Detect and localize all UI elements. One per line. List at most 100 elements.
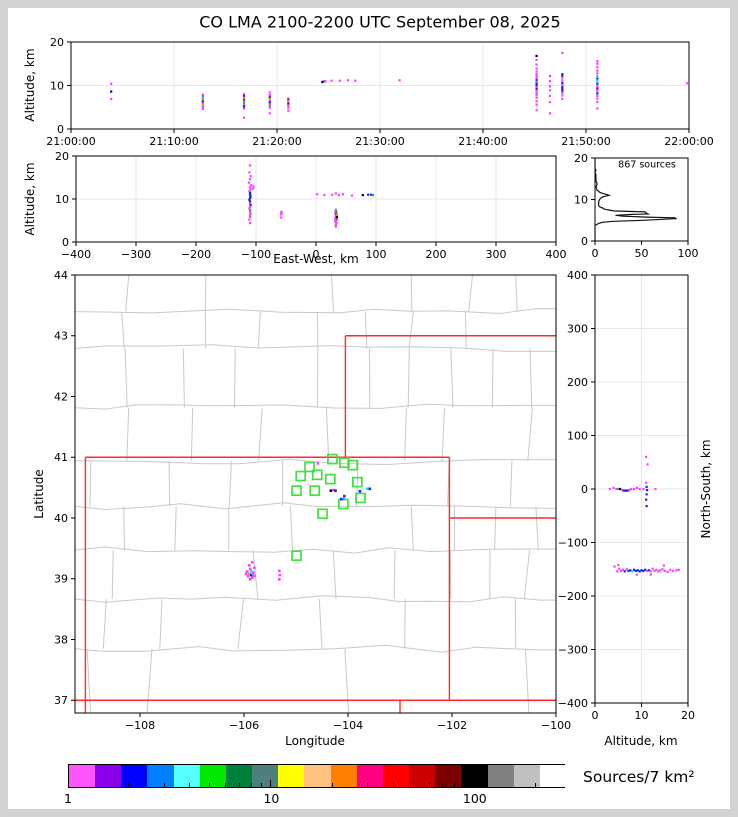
colorbar-segment: [539, 765, 567, 787]
panel-ew-height: −400 −300 −200 −100 0 100 200 300 400 0 10 20: [55, 150, 567, 261]
source-points: [608, 455, 680, 576]
svg-text:37: 37: [54, 694, 68, 707]
svg-text:0: 0: [592, 247, 599, 260]
colorbar-tick: [270, 780, 272, 787]
panel-frame: [74, 274, 557, 714]
colorbar-tick: [367, 783, 369, 787]
colorbar-tick: [535, 783, 537, 787]
colorbar-segment: [95, 765, 122, 787]
gridlines: [595, 275, 688, 703]
colorbar-tick: [209, 783, 211, 787]
svg-text:200: 200: [567, 376, 588, 389]
svg-text:200: 200: [426, 248, 447, 261]
colorbar-title: Sources/7 km²: [583, 768, 695, 786]
svg-text:0: 0: [592, 709, 599, 722]
svg-text:41: 41: [54, 451, 68, 464]
svg-text:10: 10: [635, 709, 649, 722]
svg-text:−100: −100: [241, 248, 271, 261]
colorbar-segment: [252, 765, 279, 787]
colorbar-segment: [435, 765, 462, 787]
colorbar-tick: [428, 783, 430, 787]
svg-text:−200: −200: [558, 590, 588, 603]
colorbar-segment: [173, 765, 201, 787]
svg-text:100: 100: [366, 248, 387, 261]
colorbar-segment: [409, 765, 436, 787]
tick-labels: 0 10 20 400 300 200 100 0 −100 −200 −300 −400: [558, 269, 695, 722]
altitude-histogram-line: [594, 158, 678, 241]
panel-height-histogram: 0 50 100 0 10 20: [574, 152, 699, 260]
panel-frame: [594, 274, 689, 704]
ns-panel-xlabel: Altitude, km: [604, 734, 678, 748]
svg-text:300: 300: [486, 248, 507, 261]
svg-text:10: 10: [50, 80, 64, 93]
svg-text:−104: −104: [333, 719, 363, 732]
panel-ns-height: 0 10 20 400 300 200 100 0 −100 −200 −300 −400: [558, 269, 695, 722]
tick-labels: 21:00:00 21:10:00 21:20:00 21:30:00 21:40:00…: [46, 36, 713, 148]
svg-text:38: 38: [54, 633, 68, 646]
colorbar-tick: [128, 783, 130, 787]
svg-text:−100: −100: [541, 719, 571, 732]
svg-text:21:50:00: 21:50:00: [561, 135, 610, 148]
colorbar-segment: [225, 765, 253, 787]
figure-title: CO LMA 2100-2200 UTC September 08, 2025: [199, 12, 561, 32]
colorbar-tick: [189, 783, 191, 787]
svg-text:22:00:00: 22:00:00: [664, 135, 713, 148]
map-ylabel: Latitude: [32, 469, 46, 519]
svg-text:−102: −102: [437, 719, 467, 732]
tick-labels: 0 50 100 0 10 20: [574, 152, 699, 260]
panel-time-height: 21:00:00 21:10:00 21:20:00 21:30:00 21:40:00…: [46, 36, 713, 148]
colorbar-scale-label: 1: [64, 791, 72, 806]
svg-text:50: 50: [635, 247, 649, 260]
svg-text:−100: −100: [558, 537, 588, 550]
colorbar-segment: [356, 765, 384, 787]
colorbar-tick: [164, 783, 166, 787]
panel-frame: [594, 157, 689, 242]
svg-text:−400: −400: [61, 248, 91, 261]
svg-text:20: 20: [681, 709, 695, 722]
svg-text:20: 20: [574, 152, 588, 165]
colorbar-scale-label: 10: [263, 791, 280, 806]
colorbar-tick: [412, 783, 414, 787]
lma-station-markers: [291, 453, 366, 562]
colorbar-tick: [225, 783, 227, 787]
svg-text:21:20:00: 21:20:00: [252, 135, 301, 148]
colorbar-segment: [199, 765, 227, 787]
colorbar-segment: [330, 765, 358, 787]
panel-plan-map: −108 −106 −104 −102 −100 37 38 39 40 41 42 43 44: [54, 269, 571, 732]
axis-ticks: [591, 274, 689, 707]
state-borders: [75, 335, 556, 713]
svg-text:44: 44: [54, 269, 68, 282]
svg-text:42: 42: [54, 390, 68, 403]
panel-frame: [75, 155, 557, 243]
axis-ticks: [72, 155, 557, 246]
colorbar: [68, 764, 567, 788]
svg-text:400: 400: [546, 248, 567, 261]
histogram-sources-count: 867 sources: [618, 159, 676, 171]
colorbar-segment: [487, 765, 515, 787]
colorbar-tick: [261, 783, 263, 787]
svg-text:39: 39: [54, 573, 68, 586]
axis-ticks: [71, 274, 557, 717]
gridlines: [76, 156, 556, 242]
source-points: [247, 164, 375, 228]
svg-text:−300: −300: [121, 248, 151, 261]
source-points: [110, 51, 689, 119]
colorbar-tick: [473, 780, 475, 787]
colorbar-segment: [147, 765, 175, 787]
ew-panel-xlabel: East-West, km: [273, 252, 359, 266]
svg-text:0: 0: [57, 123, 64, 136]
svg-text:43: 43: [54, 330, 68, 343]
svg-text:40: 40: [54, 512, 68, 525]
colorbar-tick: [442, 783, 444, 787]
svg-text:10: 10: [574, 194, 588, 207]
svg-text:10: 10: [55, 193, 69, 206]
colorbar-segment: [382, 765, 410, 787]
svg-text:0: 0: [581, 235, 588, 248]
colorbar-segment: [304, 765, 332, 787]
svg-text:0: 0: [62, 236, 69, 249]
svg-text:21:00:00: 21:00:00: [46, 135, 95, 148]
source-points: [244, 462, 372, 581]
svg-text:0: 0: [581, 483, 588, 496]
colorbar-tick: [238, 783, 240, 787]
